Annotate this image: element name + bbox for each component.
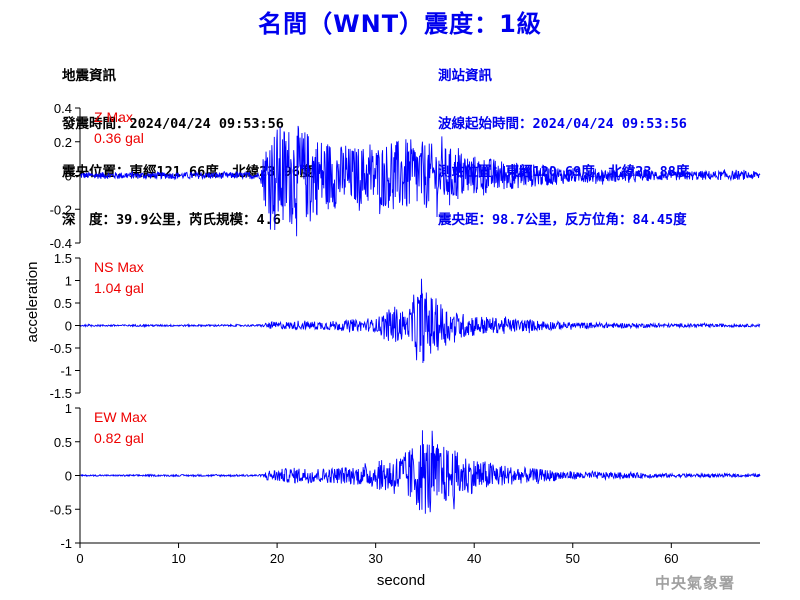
- agency-watermark: 中央氣象署: [655, 574, 736, 592]
- x-tick-label: 40: [467, 551, 481, 566]
- max-value-ew: 0.82 gal: [94, 430, 144, 446]
- waveform-ns: [79, 278, 761, 364]
- page-title: 名間（WNT）震度：1級: [258, 10, 542, 38]
- y-tick-label: 1.5: [54, 251, 72, 266]
- y-tick-label: -1: [60, 364, 72, 379]
- y-tick-label: 1: [65, 274, 72, 289]
- y-tick-label: 0: [65, 469, 72, 484]
- y-tick-label: 1: [65, 401, 72, 416]
- y-tick-label: 0.5: [54, 296, 72, 311]
- y-tick-label: 0: [65, 319, 72, 334]
- y-tick-label: -0.5: [50, 502, 72, 517]
- max-value-z: 0.36 gal: [94, 130, 144, 146]
- y-tick-label: -0.5: [50, 341, 72, 356]
- waveform-ew: [79, 430, 761, 514]
- max-value-ns: 1.04 gal: [94, 280, 144, 296]
- waveform-z: [79, 125, 761, 237]
- quake-info-heading: 地震資訊: [62, 68, 116, 84]
- wave-start-time: 波線起始時間：2024/04/24 09:53:56: [438, 116, 687, 132]
- y-tick-label: 0.2: [54, 135, 72, 150]
- x-axis-label: second: [377, 572, 425, 589]
- y-tick-label: 0: [65, 169, 72, 184]
- y-axis-label: acceleration: [24, 262, 41, 343]
- x-tick-label: 30: [368, 551, 382, 566]
- y-tick-label: -1.5: [50, 386, 72, 401]
- x-tick-label: 50: [566, 551, 580, 566]
- y-tick-label: -1: [60, 536, 72, 551]
- x-tick-label: 10: [171, 551, 185, 566]
- panel-ns: -1.5 -1 -0.5 0 0.5 1 1.5 NS Max 1.04 gal: [50, 251, 761, 401]
- panel-ew: -1 -0.5 0 0.5 1 EW Max 0.82 gal: [50, 401, 761, 551]
- y-tick-label: 0.5: [54, 435, 72, 450]
- station-info-heading: 測站資訊: [438, 68, 492, 84]
- y-tick-label: 0.4: [54, 101, 72, 116]
- quake-depth-magnitude: 深 度：39.9公里，芮氏規模：4.6: [62, 212, 281, 228]
- x-tick-label: 60: [664, 551, 678, 566]
- quake-info-block: 地震資訊 發震時間：2024/04/24 09:53:56 震央位置：東經121…: [62, 36, 313, 244]
- quake-time: 發震時間：2024/04/24 09:53:56: [62, 116, 284, 132]
- x-tick-label: 0: [76, 551, 83, 566]
- max-label-ns: NS Max: [94, 259, 144, 275]
- y-tick-label: -0.2: [50, 202, 72, 217]
- max-label-ew: EW Max: [94, 409, 147, 425]
- max-label-z: Z Max: [94, 109, 133, 125]
- x-tick-label: 20: [270, 551, 284, 566]
- panel-z: -0.4 -0.2 0 0.2 0.4 Z Max 0.36 gal: [50, 101, 761, 251]
- distance-azimuth: 震央距：98.7公里，反方位角：84.45度: [438, 212, 687, 228]
- y-tick-label: -0.4: [50, 236, 72, 251]
